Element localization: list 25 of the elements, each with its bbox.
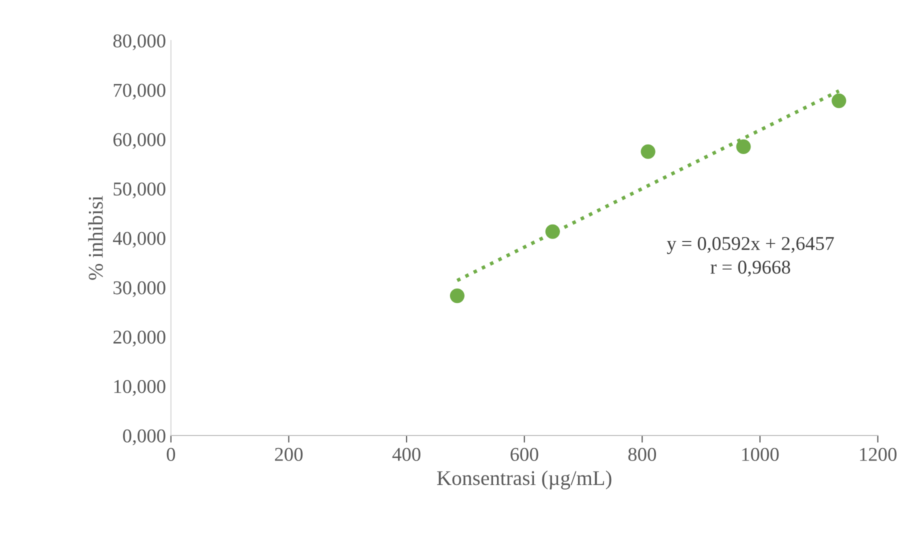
x-tick-label: 200 xyxy=(275,448,303,461)
point xyxy=(736,139,751,154)
point xyxy=(640,144,656,159)
x-tick-label: 1000 xyxy=(742,448,779,461)
y-tick-label: 60,000 xyxy=(113,133,166,150)
x-axis-title: Konsentrasi (µg/mL) xyxy=(437,470,612,490)
y-tick-label: 20,000 xyxy=(113,330,166,347)
point xyxy=(450,288,464,304)
x-tick-label: 1200 xyxy=(860,448,897,461)
y-tick-label: 70,000 xyxy=(114,84,166,100)
y-tick-label: 10,000 xyxy=(114,380,166,396)
y-tick-label: 50,000 xyxy=(114,182,166,198)
y-tick-label: 0,000 xyxy=(123,429,166,446)
y-tick-label: 80,000 xyxy=(113,34,166,50)
y-tick-label: 40,000 xyxy=(112,232,166,248)
annotation: y = 0,0592x + 2,6457 xyxy=(666,236,834,254)
annotation: r = 0,9668 xyxy=(710,260,790,277)
x-tick-label: 800 xyxy=(628,448,656,461)
x-tick-label: 0 xyxy=(166,448,176,461)
y-tick-label: 30,000 xyxy=(114,281,166,298)
x-tick-label: 600 xyxy=(510,448,538,461)
point xyxy=(545,224,560,239)
x-tick-label: 400 xyxy=(392,448,420,461)
point xyxy=(832,94,846,108)
y-axis-title: % inhibisi xyxy=(88,196,103,280)
